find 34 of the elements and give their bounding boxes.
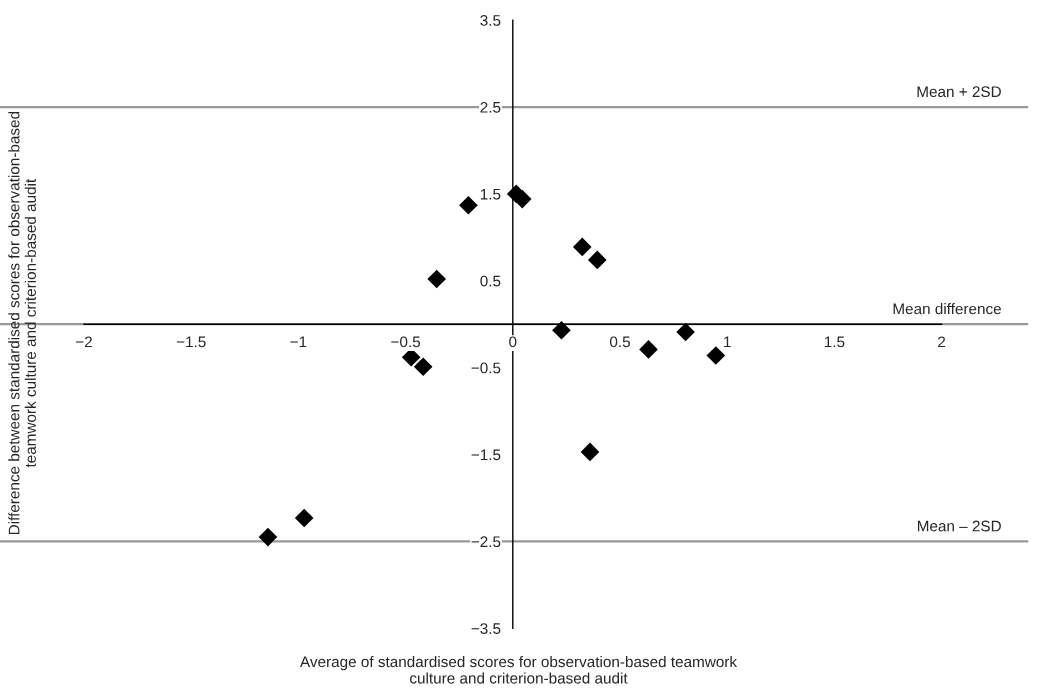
x-tick-label: −1.5 [176, 336, 206, 348]
y-tick-label: −1.5 [471, 449, 501, 461]
x-tick-label: 0 [509, 336, 517, 348]
point [552, 320, 571, 340]
y-tick-label: 2.5 [480, 101, 501, 113]
ref-line-label: Mean + 2SD [917, 86, 1001, 98]
x-tick-label: −1 [290, 336, 307, 348]
y-tick-label: −2.5 [471, 536, 501, 548]
point [572, 237, 592, 257]
y-axis-title: Difference between standardised scores for observation-based teamwork culture and criterion-based audit [8, 111, 36, 535]
y-tick-label: −0.5 [471, 362, 501, 374]
x-tick-label: −0.5 [391, 336, 421, 348]
x-tick-label: 1 [724, 336, 731, 348]
point [639, 340, 658, 359]
y-tick-label: 3.5 [480, 15, 501, 26]
point [258, 527, 278, 547]
x-tick-label: 0.5 [609, 336, 630, 348]
point [427, 269, 446, 289]
y-tick-label: 1.5 [480, 188, 501, 200]
point [459, 195, 478, 215]
point [706, 346, 726, 365]
x-tick-label: 1.5 [824, 336, 845, 348]
ref-line-label: Mean – 2SD [917, 520, 1001, 532]
point [413, 357, 433, 377]
y-tick-label: −3.5 [471, 623, 501, 634]
y-tick-label: 0.5 [480, 275, 501, 287]
ref-line-label: Mean difference [893, 303, 1001, 315]
point [676, 322, 695, 342]
point [294, 508, 314, 528]
x-axis-title: Average of standardised scores for observation-based teamwork culture and criterion-based audit [300, 655, 738, 684]
x-tick-label: 2 [938, 336, 946, 348]
x-tick-label: −2 [76, 336, 92, 348]
point [580, 442, 600, 462]
point [587, 250, 607, 270]
